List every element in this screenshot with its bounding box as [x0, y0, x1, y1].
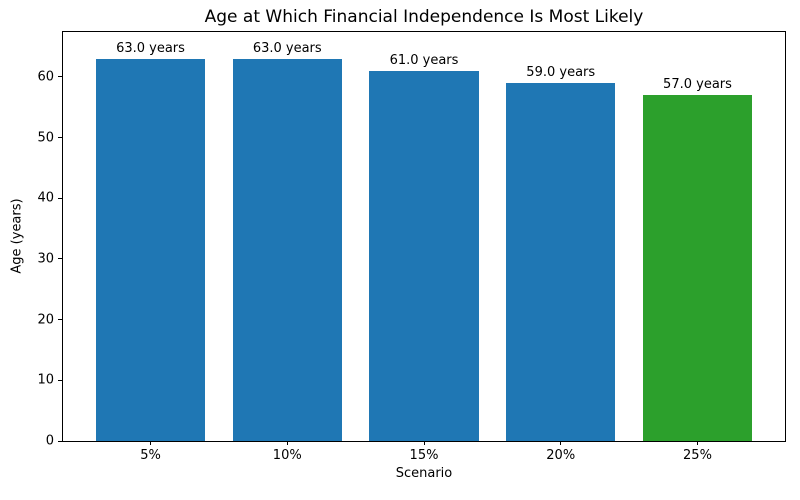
y-tick-label: 30 [37, 251, 54, 267]
x-tick-mark [560, 441, 562, 445]
bar-value-label: 63.0 years [116, 40, 185, 56]
y-tick-mark [58, 76, 62, 78]
y-tick-mark [58, 197, 62, 199]
bar-25pct [642, 95, 753, 441]
y-tick-label: 20 [37, 312, 54, 328]
y-tick-mark [58, 258, 62, 260]
bar-value-label: 61.0 years [389, 52, 459, 68]
bar-value-label: 57.0 years [663, 77, 732, 93]
x-tick-label: 25% [683, 448, 712, 463]
y-tick-label: 0 [45, 433, 54, 449]
y-tick-mark [58, 379, 62, 381]
y-tick-label: 60 [37, 69, 54, 85]
y-tick-mark [58, 440, 62, 442]
y-tick-mark [58, 319, 62, 321]
bar-value-label: 59.0 years [526, 64, 596, 80]
x-tick-label: 20% [546, 448, 576, 463]
y-axis-label: Age (years) [9, 198, 25, 274]
x-tick-mark [286, 441, 288, 445]
bar-20pct [506, 82, 616, 441]
x-axis-label: Scenario [395, 466, 453, 481]
y-tick-label: 10 [37, 372, 54, 388]
bar-10pct [232, 58, 342, 441]
y-tick-label: 40 [37, 190, 54, 206]
plot-area: 0 10 20 30 40 50 60 63.0 years 5% 63.0 years 10% 61… [37, 31, 786, 463]
y-tick-mark [58, 137, 62, 139]
x-tick-label: 15% [409, 448, 439, 463]
y-tick-label: 50 [37, 130, 54, 146]
x-tick-mark [696, 441, 698, 445]
x-tick-label: 5% [140, 448, 161, 463]
x-tick-label: 10% [272, 448, 302, 463]
bar-15pct [369, 70, 479, 441]
chart-title: Age at Which Financial Independence Is M… [204, 7, 644, 27]
bar-value-label: 63.0 years [252, 40, 322, 56]
x-tick-mark [423, 441, 425, 445]
bar-5pct [95, 58, 206, 441]
x-tick-mark [150, 441, 151, 445]
